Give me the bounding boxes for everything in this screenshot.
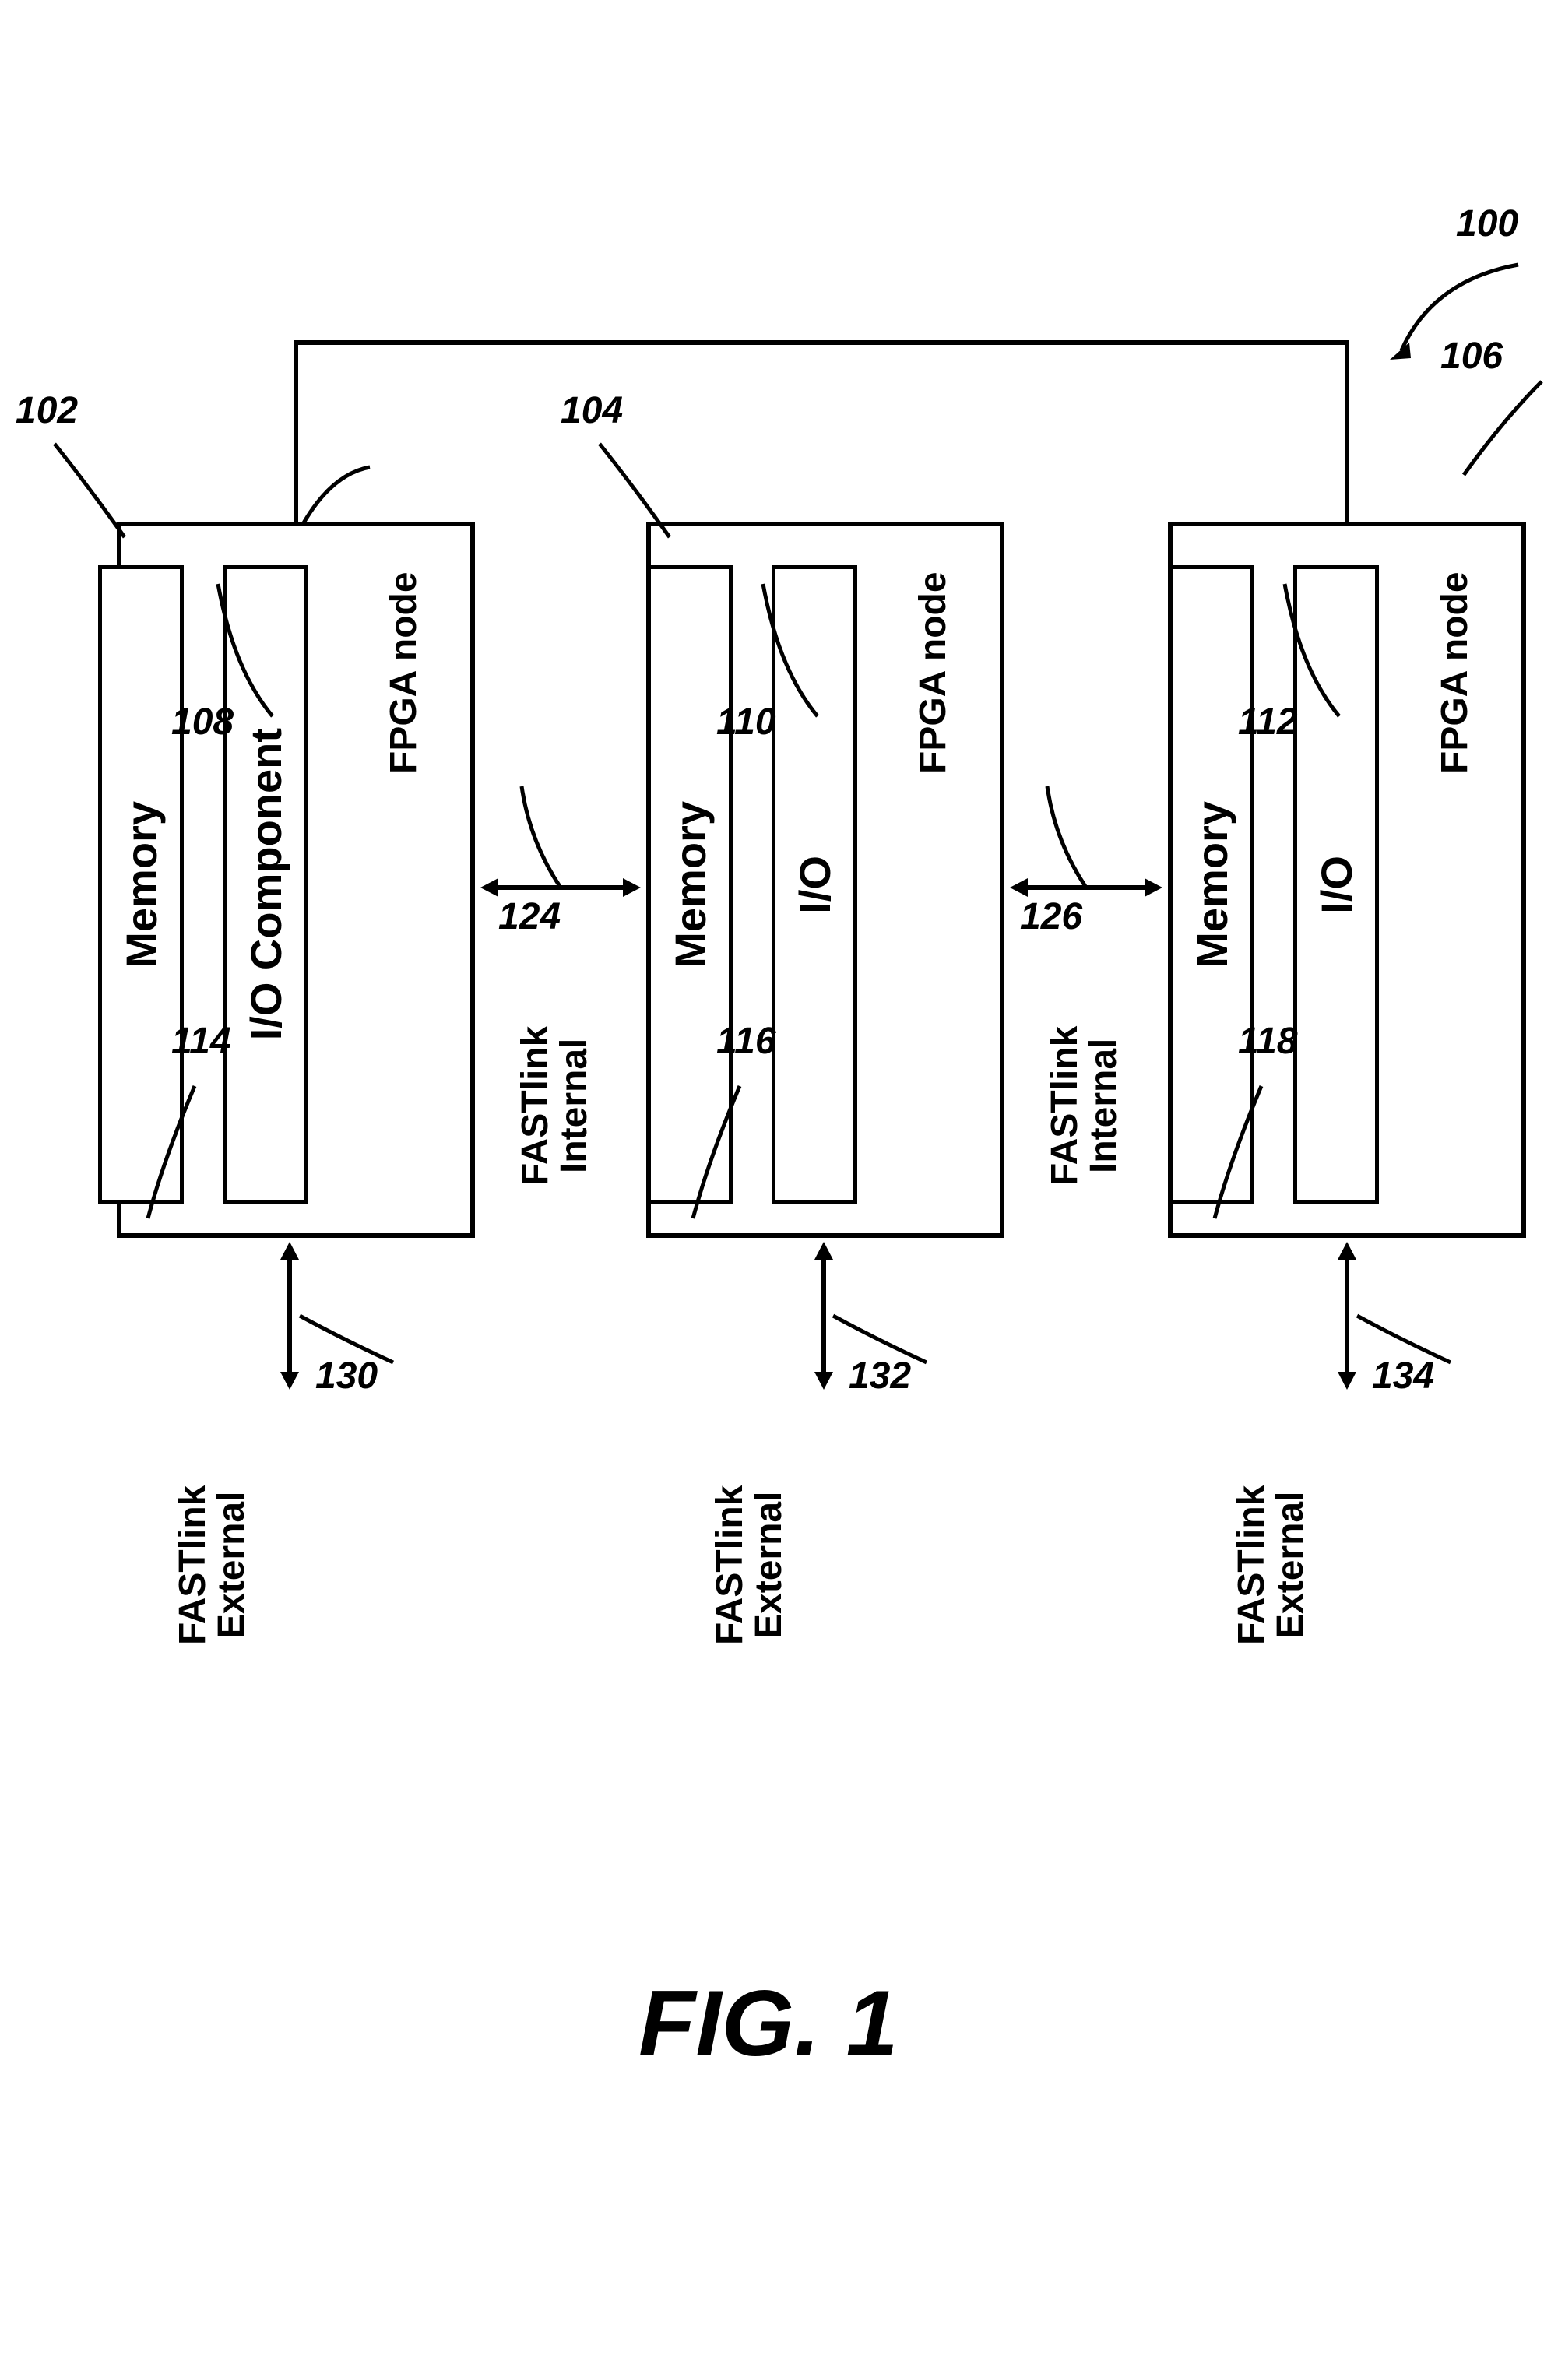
ref-104: 104	[561, 389, 623, 432]
ref-130: 130	[315, 1355, 378, 1397]
leader-126	[1039, 779, 1117, 888]
diagram-canvas: 100 128 FPGA node I/O Component Memory 1…	[0, 0, 1565, 2380]
leader-102	[47, 436, 202, 553]
leader-124	[514, 779, 592, 888]
internal-link-2-label1: Internal	[1082, 950, 1125, 1261]
node-2-memory-label: Memory	[665, 801, 716, 969]
ref-114: 114	[171, 1020, 231, 1063]
node-3-memory-label: Memory	[1187, 801, 1237, 969]
ref-112: 112	[1238, 701, 1298, 744]
ref-118: 118	[1238, 1020, 1298, 1063]
node-1-io-label: I/O Component	[241, 728, 291, 1040]
ref-106: 106	[1440, 335, 1503, 378]
leader-110	[755, 576, 833, 716]
internal-link-1-label1: Internal	[553, 950, 596, 1261]
node-2-title: FPGA node	[912, 556, 955, 789]
ref-110: 110	[716, 701, 776, 744]
ref-116: 116	[716, 1020, 776, 1063]
top-link	[296, 339, 1355, 526]
ext-link-2-label1: External	[747, 1409, 790, 1721]
leader-108	[210, 576, 288, 716]
ref-126: 126	[1020, 895, 1082, 938]
ref-102: 102	[16, 389, 78, 432]
leader-106	[1456, 374, 1565, 490]
ext-link-1-label1: External	[210, 1409, 253, 1721]
ext-link-3-label1: External	[1269, 1409, 1312, 1721]
ext-link-1-label2: FASTlink	[171, 1409, 214, 1721]
leader-112	[1277, 576, 1355, 716]
node-3-io-label: I/O	[1311, 856, 1362, 914]
leader-116	[685, 1082, 763, 1222]
ref-124: 124	[498, 895, 561, 938]
ext-link-3-label2: FASTlink	[1230, 1409, 1273, 1721]
ext-link-2-label2: FASTlink	[709, 1409, 751, 1721]
ref-134: 134	[1372, 1355, 1434, 1397]
node-1-title: FPGA node	[382, 556, 425, 789]
figure-label: FIG. 1	[638, 1970, 898, 2077]
internal-link-2-label2: FASTlink	[1043, 950, 1086, 1261]
leader-114	[140, 1082, 218, 1222]
leader-104	[592, 436, 747, 553]
ref-132: 132	[849, 1355, 911, 1397]
node-1-memory-label: Memory	[116, 801, 167, 969]
ref-100: 100	[1456, 202, 1518, 245]
internal-link-1-label2: FASTlink	[514, 950, 557, 1261]
ref-108: 108	[171, 701, 234, 744]
leader-118	[1207, 1082, 1285, 1222]
node-2-io-label: I/O	[790, 856, 840, 914]
node-3-title: FPGA node	[1433, 556, 1476, 789]
